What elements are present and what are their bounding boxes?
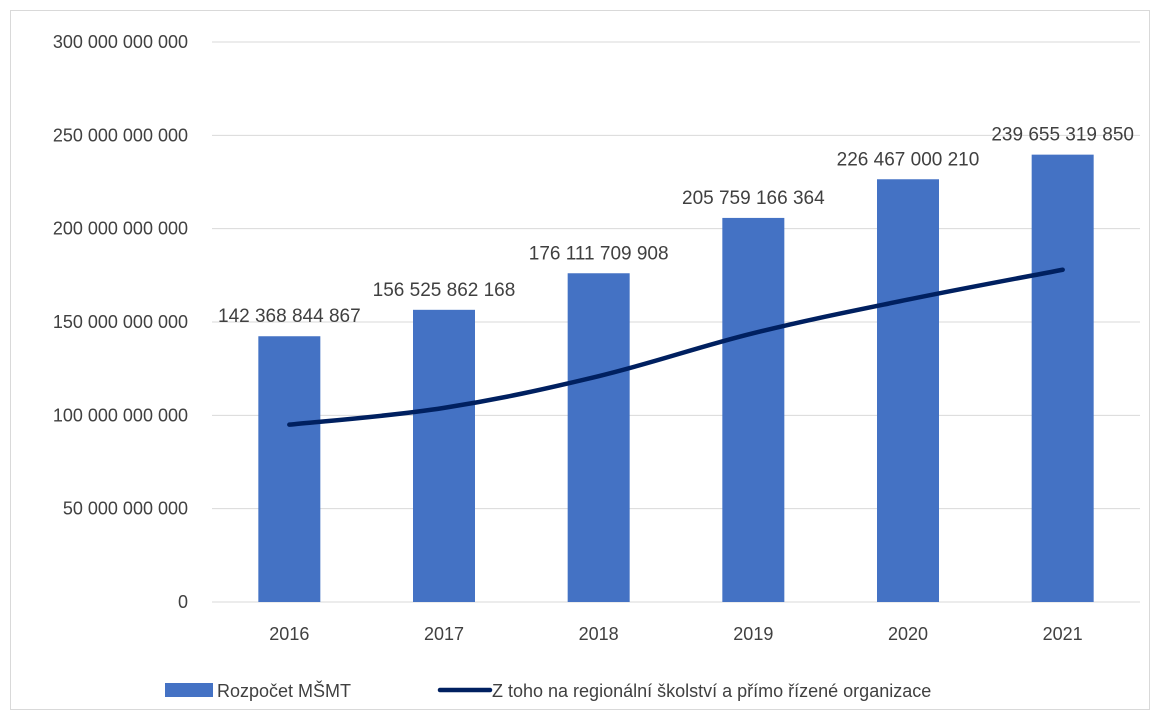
y-axis-tick-labels: 0 50 000 000 000 100 000 000 000 150 000 00… bbox=[53, 32, 188, 612]
x-tick-label: 2018 bbox=[579, 624, 619, 644]
bar bbox=[567, 273, 630, 602]
line-series bbox=[287, 267, 1065, 427]
bar-data-label: 156 525 862 168 bbox=[373, 280, 516, 301]
x-tick-label: 2016 bbox=[269, 624, 309, 644]
bar-data-label: 239 655 319 850 bbox=[991, 125, 1134, 146]
y-tick-label: 50 000 000 000 bbox=[63, 499, 188, 519]
y-tick-label: 200 000 000 000 bbox=[53, 219, 188, 239]
legend: Rozpočet MŠMT Z toho na regionální škols… bbox=[165, 680, 931, 701]
bar bbox=[722, 217, 785, 602]
x-axis-tick-labels: 2016 2017 2018 2019 2020 2021 bbox=[269, 624, 1082, 644]
bar-data-label: 142 368 844 867 bbox=[218, 306, 361, 327]
y-tick-label: 150 000 000 000 bbox=[53, 312, 188, 332]
bar-data-label: 205 759 166 364 bbox=[682, 188, 825, 209]
line-series-path bbox=[287, 267, 1065, 427]
x-tick-label: 2019 bbox=[733, 624, 773, 644]
data-labels: 142 368 844 867 156 525 862 168 176 111 70… bbox=[218, 125, 1134, 328]
bar-data-label: 176 111 709 908 bbox=[529, 243, 669, 264]
x-tick-label: 2020 bbox=[888, 624, 928, 644]
legend-swatch-bar bbox=[165, 683, 213, 697]
y-tick-label: 300 000 000 000 bbox=[53, 32, 188, 52]
gridlines bbox=[212, 41, 1140, 603]
y-tick-label: 0 bbox=[178, 592, 188, 612]
bar-series bbox=[258, 154, 1094, 602]
x-tick-label: 2017 bbox=[424, 624, 464, 644]
legend-label-bar: Rozpočet MŠMT bbox=[217, 680, 351, 701]
y-tick-label: 250 000 000 000 bbox=[53, 125, 188, 145]
bar-data-label: 226 467 000 210 bbox=[837, 149, 980, 170]
bar bbox=[413, 309, 475, 602]
legend-label-line: Z toho na regionální školství a přímo ří… bbox=[492, 681, 931, 701]
y-tick-label: 100 000 000 000 bbox=[53, 405, 188, 425]
x-tick-label: 2021 bbox=[1043, 624, 1083, 644]
bar bbox=[258, 336, 321, 602]
bar bbox=[1031, 154, 1094, 602]
bar bbox=[877, 179, 939, 602]
